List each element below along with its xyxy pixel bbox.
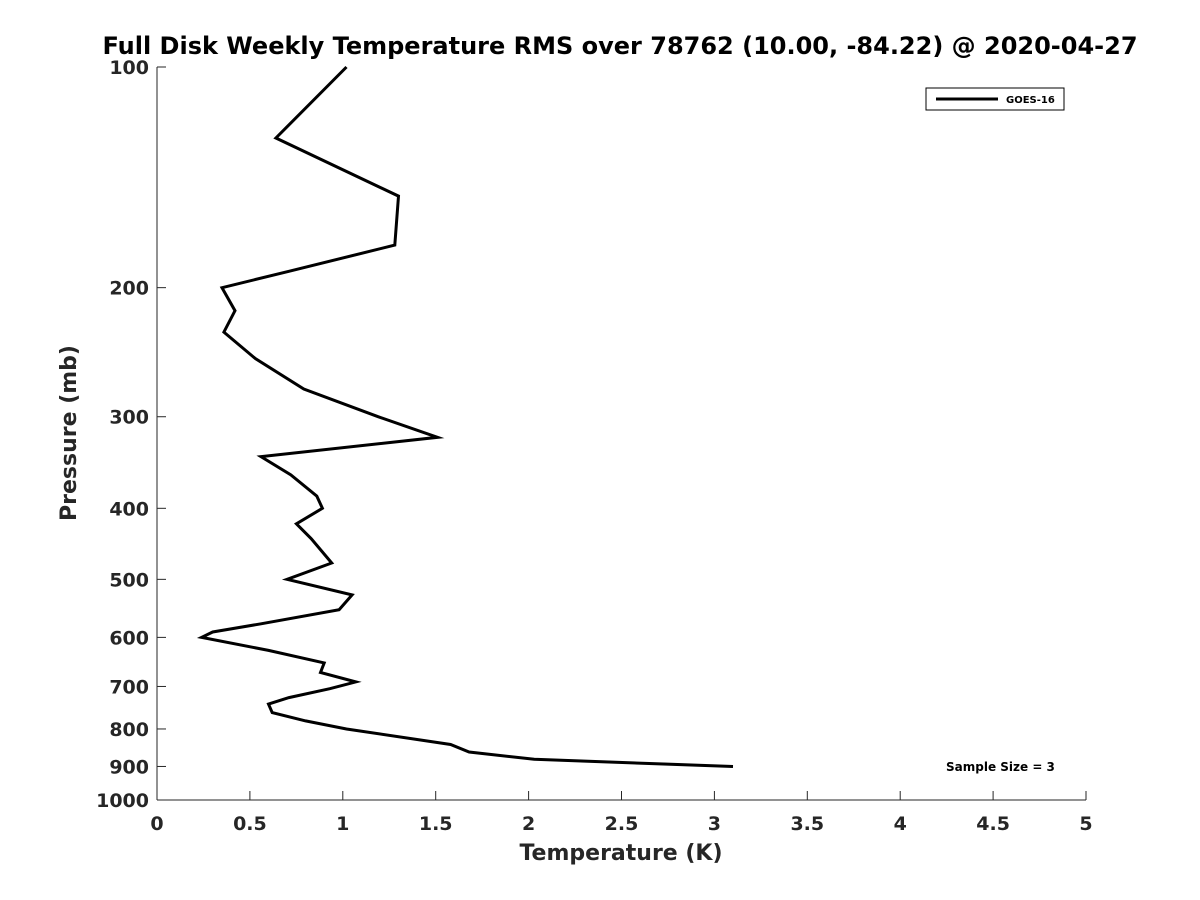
x-tick-label: 3.5 bbox=[790, 813, 824, 835]
y-tick-label: 800 bbox=[109, 719, 149, 741]
x-ticks: 0 0.5 1 1.5 2 2.5 3 3.5 4 4.5 5 bbox=[150, 791, 1093, 835]
y-tick-label: 300 bbox=[109, 407, 149, 429]
y-tick-label: 100 bbox=[109, 57, 149, 79]
x-tick-label: 5 bbox=[1079, 813, 1092, 835]
x-tick-label: 1 bbox=[336, 813, 349, 835]
x-tick-label: 2 bbox=[522, 813, 535, 835]
x-tick-label: 3 bbox=[708, 813, 721, 835]
sample-size-annotation: Sample Size = 3 bbox=[946, 760, 1055, 774]
y-tick-label: 600 bbox=[109, 627, 149, 649]
x-tick-label: 0 bbox=[150, 813, 163, 835]
x-tick-label: 2.5 bbox=[605, 813, 639, 835]
plot-area: 0 0.5 1 1.5 2 2.5 3 3.5 4 4.5 5 100 200 300 400 500 600… bbox=[96, 57, 1093, 835]
y-tick-label: 400 bbox=[109, 498, 149, 520]
chart-title: Full Disk Weekly Temperature RMS over 78… bbox=[102, 32, 1137, 60]
y-ticks: 100 200 300 400 500 600 700 800 900 1000 bbox=[96, 57, 166, 812]
y-tick-label: 700 bbox=[109, 676, 149, 698]
y-tick-label: 1000 bbox=[96, 790, 149, 812]
legend-label: GOES-16 bbox=[1006, 95, 1055, 106]
legend: GOES-16 bbox=[925, 87, 1065, 111]
plot-background bbox=[157, 67, 1086, 800]
series-layer bbox=[196, 65, 734, 768]
y-tick-label: 500 bbox=[109, 569, 149, 591]
x-tick-label: 0.5 bbox=[233, 813, 267, 835]
y-tick-label: 900 bbox=[109, 756, 149, 778]
x-axis-label: Temperature (K) bbox=[519, 841, 722, 866]
y-tick-label: 200 bbox=[109, 278, 149, 300]
x-tick-label: 4.5 bbox=[976, 813, 1010, 835]
x-tick-label: 1.5 bbox=[419, 813, 453, 835]
y-axis-label: Pressure (mb) bbox=[57, 345, 82, 521]
x-tick-label: 4 bbox=[894, 813, 907, 835]
